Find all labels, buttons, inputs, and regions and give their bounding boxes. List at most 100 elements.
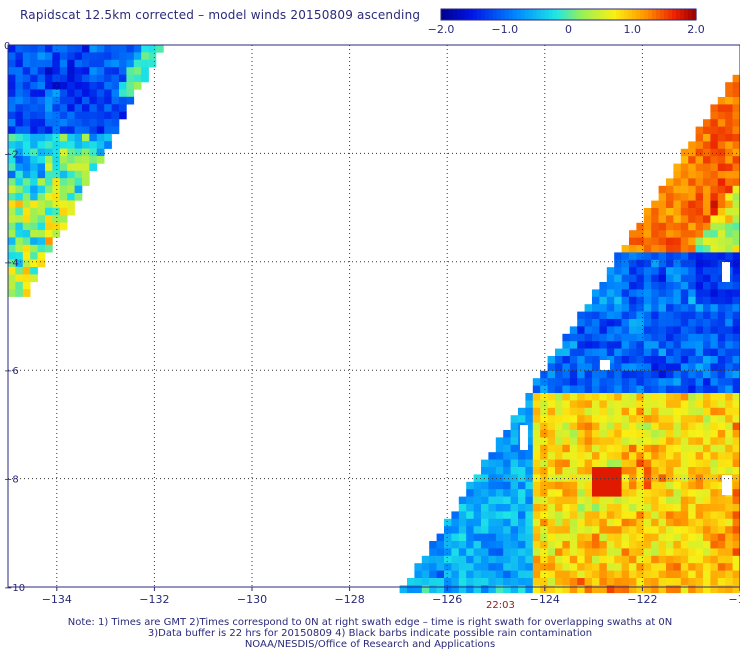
wind-cell — [133, 74, 142, 83]
wind-cell — [651, 282, 659, 290]
wind-cell — [562, 459, 571, 468]
wind-cell — [8, 67, 16, 75]
swath-time-label: 22:03 — [486, 600, 515, 611]
wind-cell — [37, 89, 46, 98]
wind-cell — [614, 481, 622, 490]
colorbar-segment — [584, 9, 590, 20]
wind-cell — [695, 259, 704, 268]
wind-cell — [518, 518, 526, 527]
wind-cell — [643, 237, 652, 246]
wind-cell — [695, 237, 704, 246]
wind-cell — [540, 467, 548, 475]
wind-cell — [725, 82, 733, 90]
wind-cell — [22, 178, 31, 186]
wind-cell — [540, 430, 548, 438]
wind-cell — [606, 311, 615, 320]
wind-cell — [725, 541, 733, 549]
wind-cell — [643, 430, 652, 438]
wind-cell — [732, 104, 740, 113]
wind-cell — [606, 289, 615, 298]
wind-cell — [104, 45, 112, 53]
wind-cell — [525, 533, 534, 542]
wind-cell — [688, 393, 696, 401]
wind-cell — [532, 430, 541, 438]
wind-cell — [67, 193, 75, 201]
wind-cell — [495, 504, 504, 512]
wind-cell — [458, 511, 467, 520]
wind-cell — [8, 178, 16, 186]
wind-cell — [555, 452, 563, 460]
wind-cell — [621, 341, 630, 349]
wind-cell — [547, 385, 556, 394]
wind-cell — [562, 474, 571, 483]
wind-cell — [599, 526, 608, 534]
wind-cell — [680, 163, 689, 172]
wind-cell — [636, 341, 645, 349]
wind-cell — [614, 319, 622, 327]
wind-cell — [695, 245, 704, 253]
wind-cell — [636, 437, 645, 446]
wind-cell — [643, 319, 652, 327]
wind-cell — [710, 533, 719, 542]
wind-cell — [488, 489, 497, 497]
wind-cell — [30, 96, 38, 105]
wind-cell — [703, 148, 711, 157]
wind-cell — [473, 526, 482, 534]
wind-cell — [643, 511, 652, 520]
wind-cell — [717, 296, 726, 305]
wind-cell — [732, 97, 740, 105]
wind-cell — [688, 489, 696, 497]
wind-cell — [584, 393, 593, 401]
wind-cell — [599, 341, 608, 349]
wind-cell — [495, 563, 504, 571]
wind-cell — [643, 481, 652, 490]
wind-cell — [643, 378, 652, 386]
wind-cell — [22, 170, 31, 179]
wind-cell — [495, 578, 504, 586]
wind-cell — [495, 496, 504, 505]
wind-cell — [688, 333, 696, 342]
wind-cell — [8, 82, 16, 90]
wind-cell — [710, 356, 719, 364]
wind-cell — [52, 207, 61, 216]
wind-cell — [695, 178, 704, 187]
wind-cell — [15, 67, 24, 75]
wind-cell — [8, 89, 16, 98]
wind-cell — [725, 311, 733, 320]
wind-cell — [592, 385, 600, 394]
wind-cell — [37, 215, 46, 223]
wind-cell — [510, 459, 519, 468]
wind-cell — [30, 170, 38, 179]
wind-cell — [673, 259, 682, 268]
wind-cell — [111, 52, 120, 61]
wind-cell — [59, 163, 68, 172]
wind-cell — [473, 585, 482, 594]
wind-cell — [37, 163, 46, 172]
wind-cell — [577, 570, 585, 579]
wind-cell — [15, 222, 24, 231]
wind-cell — [725, 570, 733, 579]
wind-cell — [15, 274, 24, 283]
wind-cell — [695, 304, 704, 312]
wind-cell — [643, 311, 652, 320]
wind-cell — [488, 541, 497, 549]
wind-cell — [569, 511, 578, 520]
wind-cell — [725, 370, 733, 379]
wind-cell — [688, 148, 696, 157]
wind-cell — [732, 481, 740, 490]
wind-cell — [133, 45, 142, 53]
wind-cell — [717, 422, 726, 431]
wind-cell — [658, 370, 667, 379]
wind-cell — [673, 481, 682, 490]
wind-cell — [562, 444, 571, 453]
wind-cell — [688, 437, 696, 446]
wind-cell — [643, 289, 652, 298]
wind-cell — [636, 252, 645, 261]
wind-cell — [636, 585, 645, 594]
wind-cell — [614, 407, 622, 416]
wind-cell — [592, 363, 600, 372]
wind-cell — [592, 415, 600, 423]
wind-cell — [481, 496, 489, 505]
wind-cell — [22, 141, 31, 149]
wind-cell — [399, 585, 408, 594]
